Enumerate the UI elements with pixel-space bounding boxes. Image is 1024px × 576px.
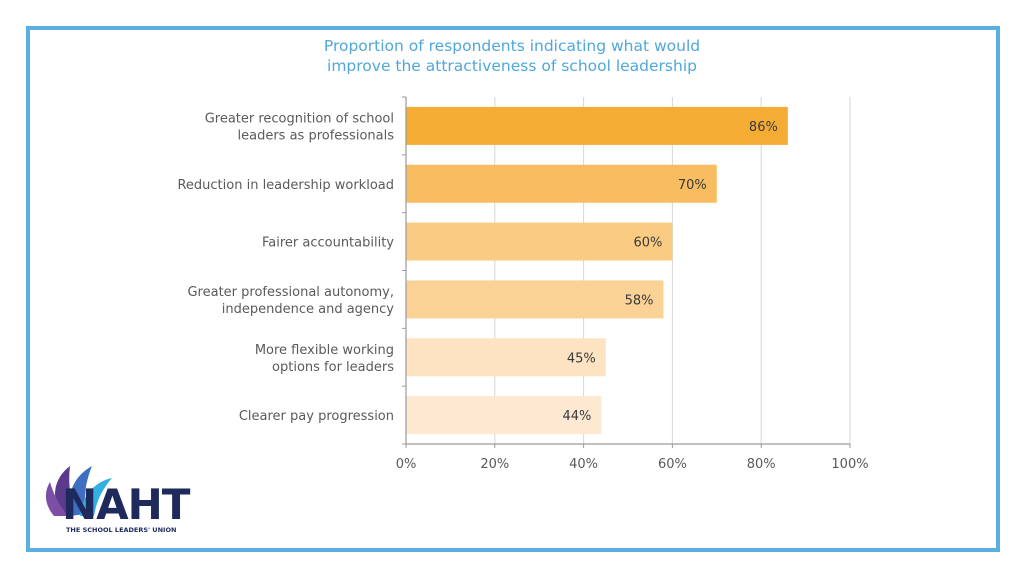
bar-3	[406, 280, 664, 319]
chart-frame	[26, 26, 1000, 552]
x-tick-label-60: 60%	[658, 457, 687, 472]
x-tick-label-100: 100%	[831, 457, 868, 472]
chart-title-line-1: Proportion of respondents indicating wha…	[323, 37, 701, 55]
bar-0	[406, 106, 788, 145]
chart-title: Proportion of respondents indicating wha…	[0, 36, 1024, 76]
category-label-3-line-0: Greater professional autonomy,	[187, 285, 394, 300]
category-label-0: Greater recognition of school leaders as …	[205, 111, 395, 143]
bar-value-label-1: 70%	[678, 178, 707, 193]
x-tick-label-80: 80%	[747, 457, 776, 472]
logo-tagline: THE SCHOOL LEADERS' UNION	[66, 526, 177, 534]
bar-4	[406, 338, 606, 377]
bar-value-label-5: 44%	[562, 409, 591, 424]
x-tick-label-0: 0%	[396, 457, 417, 472]
category-label-2-line-0: Fairer accountability	[262, 236, 394, 251]
category-label-1: Reduction in leadership workload	[177, 178, 394, 193]
naht-petals-icon	[45, 466, 112, 516]
category-label-5-line-0: Clearer pay progression	[239, 409, 394, 424]
category-label-4: More flexible working options for leaders	[255, 343, 394, 375]
bar-1	[406, 164, 717, 203]
chart-title-line-2: improve the attractiveness of school lea…	[327, 57, 697, 75]
x-tick-label-40: 40%	[569, 457, 598, 472]
x-tick-label-20: 20%	[480, 457, 509, 472]
bar-2	[406, 222, 673, 261]
category-label-1-line-0: Reduction in leadership workload	[177, 178, 394, 193]
bar-value-label-4: 45%	[567, 351, 596, 366]
category-label-2: Fairer accountability	[262, 236, 394, 251]
category-label-3: Greater professional autonomy, independen…	[187, 285, 394, 317]
category-label-0-line-0: Greater recognition of school	[205, 111, 394, 126]
category-label-3-line-1: independence and agency	[222, 302, 395, 317]
category-label-4-line-0: More flexible working	[255, 343, 394, 358]
bar-value-label-0: 86%	[749, 120, 778, 135]
bar-5	[406, 396, 602, 435]
logo-wordmark: NAHT	[62, 480, 190, 529]
naht-logo: NAHT THE SCHOOL LEADERS' UNION	[40, 458, 200, 538]
category-label-0-line-1: leaders as professionals	[238, 128, 395, 143]
category-label-4-line-1: options for leaders	[272, 360, 394, 375]
bar-value-label-3: 58%	[625, 293, 654, 308]
category-label-5: Clearer pay progression	[239, 409, 394, 424]
bar-value-label-2: 60%	[633, 236, 662, 251]
